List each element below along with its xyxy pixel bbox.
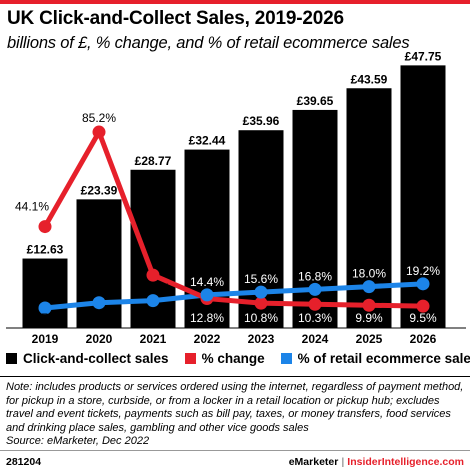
x-tick-2019: 2019 — [32, 332, 59, 346]
legend-item-change: % change — [184, 351, 265, 366]
share-line — [44, 281, 424, 311]
chart-title: UK Click-and-Collect Sales, 2019-2026 — [7, 8, 344, 29]
change-point-2023 — [254, 296, 268, 310]
change-label-2022: 12.8% — [190, 311, 224, 325]
x-tick-2022: 2022 — [194, 332, 221, 346]
change-point-2019 — [38, 220, 52, 234]
bar-label-2019: £12.63 — [27, 243, 64, 257]
bar-label-2023: £35.96 — [243, 114, 280, 128]
top-accent-rule — [0, 0, 470, 4]
change-point-2021 — [146, 268, 160, 282]
change-point-2026 — [416, 299, 430, 313]
chart-subtitle: billions of £, % change, and % of retail… — [7, 34, 410, 52]
bar-label-2024: £39.65 — [297, 94, 334, 108]
legend-item-share: % of retail ecommerce sales — [280, 351, 470, 366]
x-tick-2026: 2026 — [410, 332, 437, 346]
x-tick-2023: 2023 — [248, 332, 275, 346]
share-point-2019 — [38, 301, 52, 315]
bar-label-2026: £47.75 — [405, 49, 442, 63]
change-label-2021: 23.0% — [136, 281, 170, 295]
source-text: Source: eMarketer, Dec 2022 — [6, 435, 150, 447]
note-text: Note: includes products or services orde… — [6, 381, 464, 434]
change-label-2023: 10.8% — [244, 311, 278, 325]
share-point-2020 — [92, 296, 106, 310]
change-label-2024: 10.3% — [298, 311, 332, 325]
share-point-2022 — [200, 288, 214, 302]
share-label-2025: 18.0% — [352, 267, 386, 281]
share-point-2026 — [416, 277, 430, 291]
legend-divider — [0, 376, 470, 377]
share-label-2023: 15.6% — [244, 272, 278, 286]
share-label-2019: 8.7% — [31, 311, 59, 325]
chart-legend: Click-and-collect sales % change % of re… — [6, 351, 470, 366]
x-tick-2025: 2025 — [356, 332, 383, 346]
legend-label-change: % change — [201, 351, 265, 366]
change-label-2025: 9.9% — [355, 311, 383, 325]
change-label-2019: 44.1% — [15, 200, 49, 214]
legend-swatch-sales — [6, 353, 17, 364]
share-label-2020: 11.0% — [82, 311, 115, 325]
change-point-2024 — [308, 297, 322, 311]
share-point-2023 — [254, 285, 268, 299]
share-label-2022: 14.4% — [190, 275, 224, 289]
bar-label-2022: £32.44 — [189, 134, 226, 148]
bar-2019 — [22, 258, 68, 328]
brand-separator: | — [341, 456, 345, 468]
change-label-2026: 9.5% — [409, 311, 437, 325]
change-label-2020: 85.2% — [82, 111, 116, 125]
share-point-2021 — [146, 294, 160, 308]
brand-emarketer: eMarketer — [288, 456, 339, 468]
x-tick-2024: 2024 — [302, 332, 329, 346]
change-point-2020 — [92, 125, 106, 139]
share-label-2024: 16.8% — [298, 269, 332, 283]
legend-swatch-change — [184, 353, 196, 364]
bar-label-2020: £23.39 — [81, 183, 118, 197]
share-point-2025 — [362, 280, 376, 294]
x-tick-2021: 2021 — [140, 332, 167, 346]
legend-swatch-share — [280, 353, 292, 364]
change-point-2025 — [362, 298, 376, 312]
chart-note: Note: includes products or services orde… — [6, 381, 464, 449]
share-label-2021: 11.9% — [136, 311, 169, 325]
brand-footer: eMarketer | InsiderIntelligence.com — [289, 456, 464, 468]
share-label-2026: 19.2% — [406, 264, 440, 278]
chart-id: 281204 — [6, 456, 42, 468]
x-tick-2020: 2020 — [86, 332, 113, 346]
brand-insider-intelligence: InsiderIntelligence.com — [347, 456, 464, 468]
legend-label-sales: Click-and-collect sales — [23, 351, 169, 366]
bar-label-2021: £28.77 — [135, 154, 172, 168]
share-point-2024 — [308, 282, 322, 296]
legend-label-share: % of retail ecommerce sales — [297, 351, 470, 366]
change-line — [42, 129, 424, 309]
legend-item-sales: Click-and-collect sales — [6, 351, 169, 366]
bar-label-2025: £43.59 — [351, 72, 388, 86]
footer-divider — [0, 450, 470, 451]
